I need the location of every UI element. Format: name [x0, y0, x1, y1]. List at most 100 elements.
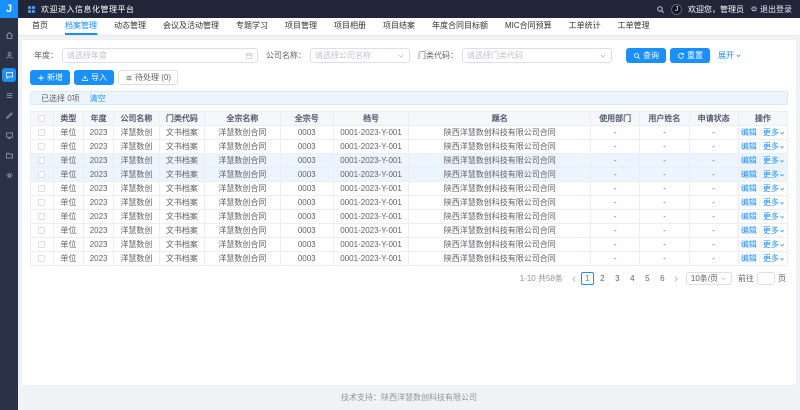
- row-checkbox[interactable]: [38, 143, 46, 151]
- divider: |: [758, 128, 761, 137]
- reset-button[interactable]: 重置: [670, 48, 710, 63]
- row-checkbox[interactable]: [38, 241, 46, 249]
- edit-link[interactable]: 编辑: [740, 142, 757, 151]
- page-jump-input[interactable]: [757, 272, 775, 285]
- sidebar-item-monitor[interactable]: [2, 128, 16, 142]
- search-button[interactable]: 查询: [626, 48, 666, 63]
- tab-首页[interactable]: 首页: [32, 21, 48, 30]
- tab-工单管理[interactable]: 工单管理: [617, 21, 650, 30]
- cell-fonds_no: 0003: [279, 195, 334, 210]
- page-number-1[interactable]: 1: [580, 272, 594, 285]
- more-link[interactable]: 更多: [763, 254, 785, 263]
- edit-link[interactable]: 编辑: [740, 184, 757, 193]
- cell-category: 文书档案: [158, 195, 206, 210]
- tab-项目管理[interactable]: 项目管理: [285, 21, 317, 30]
- edit-link[interactable]: 编辑: [740, 156, 757, 165]
- row-checkbox[interactable]: [38, 129, 46, 137]
- cell-company: 洋慧数创: [113, 251, 160, 266]
- tab-档案管理[interactable]: 档案管理: [65, 18, 97, 35]
- apps-grid-icon[interactable]: [27, 5, 36, 14]
- chevron-down-icon: [779, 214, 785, 220]
- tab-项目结案[interactable]: 项目结案: [383, 21, 415, 30]
- chevron-down-icon: [779, 186, 785, 192]
- edit-link[interactable]: 编辑: [740, 170, 757, 179]
- row-checkbox[interactable]: [38, 227, 46, 235]
- tab-工单统计[interactable]: 工单统计: [568, 21, 601, 30]
- page-number-5[interactable]: 5: [645, 274, 650, 283]
- table-row: 单位 2023 洋慧数创 文书档案 洋慧数创合同 0003 0001-2023-Y-001 陕…: [30, 139, 789, 154]
- tab-会议及活动管理[interactable]: 会议及活动管理: [163, 21, 219, 30]
- tab-项目相册[interactable]: 项目相册: [334, 21, 366, 30]
- page-number-3[interactable]: 3: [615, 274, 620, 283]
- edit-link[interactable]: 编辑: [740, 212, 757, 221]
- edit-link[interactable]: 编辑: [740, 128, 757, 137]
- row-checkbox[interactable]: [38, 213, 46, 221]
- row-checkbox-cell: [30, 125, 54, 140]
- more-link[interactable]: 更多: [763, 226, 785, 235]
- row-checkbox[interactable]: [38, 185, 46, 193]
- page-size-select[interactable]: 10条/页: [685, 272, 732, 285]
- cell-actions: 编辑 | 更多: [737, 167, 789, 182]
- page-number-2[interactable]: 2: [600, 274, 605, 283]
- more-link[interactable]: 更多: [763, 240, 785, 249]
- avatar[interactable]: J: [671, 3, 682, 15]
- divider: |: [758, 226, 761, 235]
- sidebar-item-edit[interactable]: [2, 108, 16, 122]
- category-select[interactable]: [462, 48, 612, 63]
- tab-动态管理[interactable]: 动态管理: [114, 21, 146, 30]
- edit-link[interactable]: 编辑: [740, 198, 757, 207]
- company-select[interactable]: [310, 48, 410, 63]
- row-checkbox[interactable]: [38, 199, 46, 207]
- edit-link[interactable]: 编辑: [740, 226, 757, 235]
- sidebar-item-settings[interactable]: [2, 168, 16, 182]
- clear-selection-link[interactable]: 清空: [89, 93, 106, 103]
- sidebar-item-project[interactable]: [2, 148, 16, 162]
- more-link[interactable]: 更多: [763, 184, 785, 193]
- page-number-6[interactable]: 6: [660, 274, 665, 283]
- chevron-down-icon: [720, 275, 727, 282]
- more-link[interactable]: 更多: [763, 198, 785, 207]
- pending-button[interactable]: 待处理 (0): [118, 70, 178, 85]
- year-input[interactable]: [62, 48, 258, 63]
- sidebar-item-list[interactable]: [2, 88, 16, 102]
- more-link[interactable]: 更多: [763, 212, 785, 221]
- row-checkbox[interactable]: [38, 171, 46, 179]
- more-link[interactable]: 更多: [763, 142, 785, 151]
- search-icon[interactable]: [656, 5, 665, 14]
- row-checkbox[interactable]: [38, 255, 46, 263]
- edit-link[interactable]: 编辑: [740, 254, 757, 263]
- next-page-icon[interactable]: [672, 275, 680, 283]
- expand-link[interactable]: 展开: [718, 50, 742, 61]
- more-link[interactable]: 更多: [763, 128, 785, 137]
- divider: |: [758, 240, 761, 249]
- select-all-checkbox[interactable]: [38, 115, 46, 123]
- page-number-4[interactable]: 4: [630, 274, 635, 283]
- logout-button[interactable]: 退出登录: [750, 4, 792, 15]
- cell-fonds_name: 洋慧数创合同: [204, 153, 281, 168]
- row-checkbox-cell: [30, 195, 54, 210]
- cell-company: 洋慧数创: [113, 195, 160, 210]
- cell-status: -: [688, 195, 739, 210]
- row-checkbox[interactable]: [38, 157, 46, 165]
- prev-page-icon[interactable]: [570, 275, 578, 283]
- sidebar-item-home[interactable]: [2, 28, 16, 42]
- cell-type: 单位: [52, 139, 84, 154]
- cell-year: 2023: [82, 237, 115, 252]
- more-link[interactable]: 更多: [763, 170, 785, 179]
- chevron-down-icon: [735, 52, 742, 59]
- tab-MIC合同预算[interactable]: MIC合同预算: [505, 21, 552, 30]
- more-link[interactable]: 更多: [763, 156, 785, 165]
- import-button[interactable]: 导入: [74, 70, 114, 85]
- cell-company: 洋慧数创: [113, 153, 160, 168]
- cell-file_no: 0001-2023-Y-001: [332, 251, 410, 266]
- monitor-icon: [5, 131, 14, 140]
- edit-link[interactable]: 编辑: [740, 240, 757, 249]
- tab-专题学习[interactable]: 专题学习: [236, 21, 268, 30]
- row-checkbox-cell: [30, 181, 54, 196]
- sidebar-item-message[interactable]: [2, 68, 16, 82]
- footer-text: 技术支持：陕西洋慧数创科技有限公司: [341, 393, 477, 402]
- tab-年度合同目标额[interactable]: 年度合同目标额: [432, 21, 488, 30]
- sidebar-item-user[interactable]: [2, 48, 16, 62]
- add-button[interactable]: 新增: [30, 70, 70, 85]
